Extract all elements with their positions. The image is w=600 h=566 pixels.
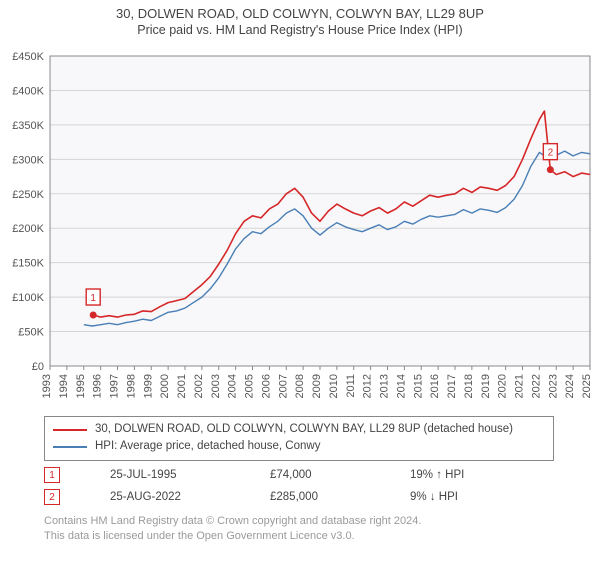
- svg-text:1993: 1993: [41, 374, 53, 398]
- svg-text:2: 2: [548, 148, 554, 159]
- svg-text:2024: 2024: [564, 374, 576, 398]
- legend: 30, DOLWEN ROAD, OLD COLWYN, COLWYN BAY,…: [44, 416, 554, 461]
- svg-text:£50K: £50K: [18, 327, 44, 339]
- svg-text:2018: 2018: [463, 374, 475, 398]
- svg-text:£350K: £350K: [12, 120, 44, 132]
- svg-text:2012: 2012: [362, 374, 374, 398]
- svg-text:2017: 2017: [446, 374, 458, 398]
- svg-text:2007: 2007: [277, 374, 289, 398]
- svg-text:£150K: £150K: [12, 258, 44, 270]
- svg-text:£100K: £100K: [12, 292, 44, 304]
- svg-text:2006: 2006: [260, 374, 272, 398]
- svg-text:£0: £0: [32, 361, 44, 373]
- legend-row-property: 30, DOLWEN ROAD, OLD COLWYN, COLWYN BAY,…: [53, 421, 545, 438]
- svg-text:1998: 1998: [125, 374, 137, 398]
- svg-text:2000: 2000: [159, 374, 171, 398]
- marker-date-1: 25-JUL-1995: [110, 469, 220, 481]
- svg-text:£200K: £200K: [12, 223, 44, 235]
- marker-price-1: £74,000: [270, 469, 360, 481]
- licence-line-2: This data is licensed under the Open Gov…: [44, 529, 564, 544]
- marker-badge-1: 1: [44, 467, 60, 483]
- svg-text:1999: 1999: [142, 374, 154, 398]
- legend-row-hpi: HPI: Average price, detached house, Conw…: [53, 438, 545, 455]
- svg-text:2003: 2003: [210, 374, 222, 398]
- svg-text:2009: 2009: [311, 374, 323, 398]
- svg-text:1997: 1997: [109, 374, 121, 398]
- chart-area: £0 £50K £100K £150K £200K £250K £300K £350K £400…: [0, 50, 600, 410]
- svg-text:2011: 2011: [345, 374, 357, 398]
- marker-table: 1 25-JUL-1995 £74,000 19% ↑ HPI 2 25-AUG…: [44, 464, 564, 508]
- svg-text:£450K: £450K: [12, 51, 44, 63]
- svg-text:2019: 2019: [480, 374, 492, 398]
- svg-text:1: 1: [90, 293, 96, 304]
- marker-date-2: 25-AUG-2022: [110, 491, 220, 503]
- svg-text:2001: 2001: [176, 374, 188, 398]
- svg-text:2025: 2025: [581, 374, 593, 398]
- svg-text:2015: 2015: [412, 374, 424, 398]
- licence-line-1: Contains HM Land Registry data © Crown c…: [44, 514, 564, 529]
- svg-text:2023: 2023: [547, 374, 559, 398]
- svg-text:2008: 2008: [294, 374, 306, 398]
- svg-text:2002: 2002: [193, 374, 205, 398]
- marker-row-1: 1 25-JUL-1995 £74,000 19% ↑ HPI: [44, 464, 564, 486]
- marker-delta-1: 19% ↑ HPI: [410, 469, 464, 481]
- svg-text:£300K: £300K: [12, 154, 44, 166]
- legend-label-hpi: HPI: Average price, detached house, Conw…: [95, 438, 320, 455]
- marker-row-2: 2 25-AUG-2022 £285,000 9% ↓ HPI: [44, 486, 564, 508]
- licence-text: Contains HM Land Registry data © Crown c…: [44, 514, 564, 544]
- svg-text:2013: 2013: [379, 374, 391, 398]
- marker-badge-2: 2: [44, 489, 60, 505]
- figure-container: 30, DOLWEN ROAD, OLD COLWYN, COLWYN BAY,…: [0, 6, 600, 566]
- chart-title-address: 30, DOLWEN ROAD, OLD COLWYN, COLWYN BAY,…: [0, 6, 600, 21]
- svg-text:2022: 2022: [530, 374, 542, 398]
- svg-text:2016: 2016: [429, 374, 441, 398]
- legend-label-property: 30, DOLWEN ROAD, OLD COLWYN, COLWYN BAY,…: [95, 421, 513, 438]
- legend-swatch-hpi: [53, 446, 87, 448]
- svg-text:2004: 2004: [227, 374, 239, 398]
- marker-price-2: £285,000: [270, 491, 360, 503]
- marker-delta-2: 9% ↓ HPI: [410, 491, 458, 503]
- legend-swatch-property: [53, 429, 87, 431]
- svg-text:1995: 1995: [75, 374, 87, 398]
- svg-text:2020: 2020: [497, 374, 509, 398]
- marker-id-2: 2: [49, 492, 55, 503]
- svg-text:1994: 1994: [58, 374, 70, 398]
- svg-text:2010: 2010: [328, 374, 340, 398]
- svg-text:£250K: £250K: [12, 189, 44, 201]
- svg-text:2014: 2014: [395, 374, 407, 398]
- marker-id-1: 1: [49, 470, 55, 481]
- chart-subtitle: Price paid vs. HM Land Registry's House …: [0, 23, 600, 37]
- svg-text:2021: 2021: [514, 374, 526, 398]
- svg-text:£400K: £400K: [12, 85, 44, 97]
- chart-svg: £0 £50K £100K £150K £200K £250K £300K £350K £400…: [0, 50, 600, 410]
- svg-text:2005: 2005: [244, 374, 256, 398]
- svg-text:1996: 1996: [92, 374, 104, 398]
